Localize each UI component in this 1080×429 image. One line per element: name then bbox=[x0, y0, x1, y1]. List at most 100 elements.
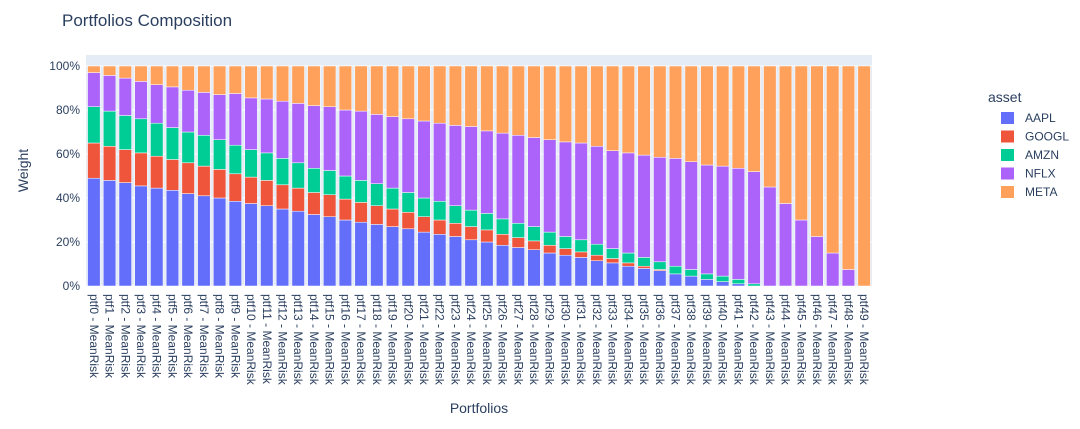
y-tick-label: 80% bbox=[56, 103, 80, 117]
x-tick-label: ptf17 - MeanRisk bbox=[354, 294, 368, 386]
x-tick-label: ptf30 - MeanRisk bbox=[558, 294, 572, 386]
x-tick-label: ptf24 - MeanRisk bbox=[464, 294, 478, 386]
bar-googl-19 bbox=[386, 208, 400, 227]
bar-googl-35 bbox=[637, 265, 651, 269]
x-tick-label: ptf20 - MeanRisk bbox=[401, 294, 415, 386]
legend-swatch-meta bbox=[1001, 186, 1014, 198]
bar-googl-11 bbox=[260, 180, 274, 206]
bar-amzn-29 bbox=[543, 231, 557, 246]
bar-aapl-24 bbox=[464, 239, 478, 287]
x-tick-label: ptf3 - MeanRisk bbox=[134, 294, 148, 379]
bar-meta-41 bbox=[731, 65, 745, 169]
bar-meta-29 bbox=[543, 65, 557, 140]
bar-nflx-20 bbox=[401, 118, 415, 193]
bar-googl-0 bbox=[87, 142, 101, 179]
bar-nflx-14 bbox=[307, 105, 321, 169]
bar-googl-8 bbox=[213, 169, 227, 199]
bar-meta-35 bbox=[637, 65, 651, 156]
x-tick-label: ptf31 - MeanRisk bbox=[574, 294, 588, 386]
bar-aapl-28 bbox=[527, 249, 541, 287]
bar-nflx-35 bbox=[637, 154, 651, 258]
legend-label-nflx: NFLX bbox=[1025, 167, 1056, 181]
bar-amzn-41 bbox=[731, 279, 745, 285]
bar-googl-30 bbox=[558, 248, 572, 256]
bar-meta-44 bbox=[779, 65, 793, 204]
bar-meta-40 bbox=[716, 65, 730, 167]
bar-googl-32 bbox=[590, 254, 604, 261]
bar-meta-24 bbox=[464, 65, 478, 127]
bar-amzn-34 bbox=[621, 252, 635, 264]
bar-aapl-11 bbox=[260, 205, 274, 287]
y-tick-label: 60% bbox=[56, 147, 80, 161]
bar-meta-17 bbox=[354, 65, 368, 112]
bar-aapl-0 bbox=[87, 177, 101, 287]
bar-googl-3 bbox=[134, 152, 148, 187]
x-axis-title: Portfolios bbox=[450, 400, 508, 416]
bar-nflx-39 bbox=[700, 164, 714, 275]
bar-aapl-15 bbox=[323, 216, 337, 287]
bar-meta-36 bbox=[653, 65, 667, 158]
bar-aapl-13 bbox=[291, 210, 305, 287]
x-tick-label: ptf43 - MeanRisk bbox=[763, 294, 777, 386]
x-tick-label: ptf47 - MeanRisk bbox=[826, 294, 840, 386]
bar-amzn-3 bbox=[134, 118, 148, 154]
bar-googl-1 bbox=[103, 146, 117, 181]
x-tick-label: ptf13 - MeanRisk bbox=[291, 294, 305, 386]
bar-nflx-29 bbox=[543, 139, 557, 233]
x-tick-label: ptf27 - MeanRisk bbox=[511, 294, 525, 386]
bar-aapl-7 bbox=[197, 195, 211, 287]
bar-amzn-26 bbox=[496, 218, 510, 235]
legend-label-meta: META bbox=[1025, 185, 1057, 199]
bar-nflx-38 bbox=[684, 161, 698, 270]
bar-meta-12 bbox=[275, 65, 290, 102]
bar-meta-34 bbox=[621, 65, 635, 154]
x-tick-label: ptf36 - MeanRisk bbox=[653, 294, 667, 386]
bar-meta-19 bbox=[386, 65, 400, 117]
bar-googl-4 bbox=[150, 155, 164, 189]
x-tick-label: ptf26 - MeanRisk bbox=[496, 294, 510, 386]
bar-nflx-7 bbox=[197, 92, 211, 136]
x-tick-label: ptf48 - MeanRisk bbox=[841, 294, 855, 386]
bar-meta-49 bbox=[857, 65, 871, 287]
bar-nflx-0 bbox=[87, 72, 101, 107]
bar-aapl-29 bbox=[543, 252, 557, 287]
bar-meta-23 bbox=[448, 65, 462, 126]
y-tick-label: 100% bbox=[49, 59, 80, 73]
bar-googl-2 bbox=[118, 149, 132, 183]
bar-nflx-13 bbox=[291, 103, 305, 164]
bar-nflx-10 bbox=[244, 97, 258, 150]
bar-googl-18 bbox=[370, 205, 384, 225]
bar-aapl-23 bbox=[448, 236, 462, 287]
bar-amzn-42 bbox=[747, 283, 761, 287]
bar-nflx-6 bbox=[181, 89, 195, 133]
bar-meta-21 bbox=[417, 65, 431, 122]
bar-amzn-30 bbox=[558, 236, 572, 249]
bar-amzn-22 bbox=[433, 201, 447, 221]
bar-aapl-38 bbox=[684, 275, 698, 287]
x-tick-label: ptf25 - MeanRisk bbox=[480, 294, 494, 386]
x-tick-label: ptf10 - MeanRisk bbox=[244, 294, 258, 386]
bar-meta-25 bbox=[480, 65, 494, 132]
bar-googl-12 bbox=[275, 184, 290, 210]
x-tick-label: ptf29 - MeanRisk bbox=[543, 294, 557, 386]
x-tick-label: ptf38 - MeanRisk bbox=[684, 294, 698, 386]
bar-aapl-6 bbox=[181, 193, 195, 287]
bar-nflx-34 bbox=[621, 152, 635, 254]
bar-aapl-16 bbox=[338, 219, 352, 287]
bar-meta-3 bbox=[134, 65, 148, 82]
legend-swatch-googl bbox=[1001, 130, 1014, 143]
bar-meta-16 bbox=[338, 65, 352, 111]
bar-aapl-10 bbox=[244, 203, 258, 287]
x-tick-label: ptf18 - MeanRisk bbox=[370, 294, 384, 386]
y-tick-label: 40% bbox=[56, 191, 80, 205]
bar-amzn-28 bbox=[527, 226, 541, 242]
bar-googl-16 bbox=[338, 198, 352, 221]
bar-meta-31 bbox=[574, 65, 588, 144]
bar-aapl-4 bbox=[150, 187, 164, 287]
legend[interactable]: asset AAPL GOOGL AMZN NFLX META bbox=[988, 89, 1069, 199]
bar-aapl-22 bbox=[433, 234, 447, 287]
bar-aapl-37 bbox=[668, 273, 683, 287]
x-tick-label: ptf19 - MeanRisk bbox=[386, 294, 400, 386]
bar-aapl-12 bbox=[275, 208, 290, 287]
